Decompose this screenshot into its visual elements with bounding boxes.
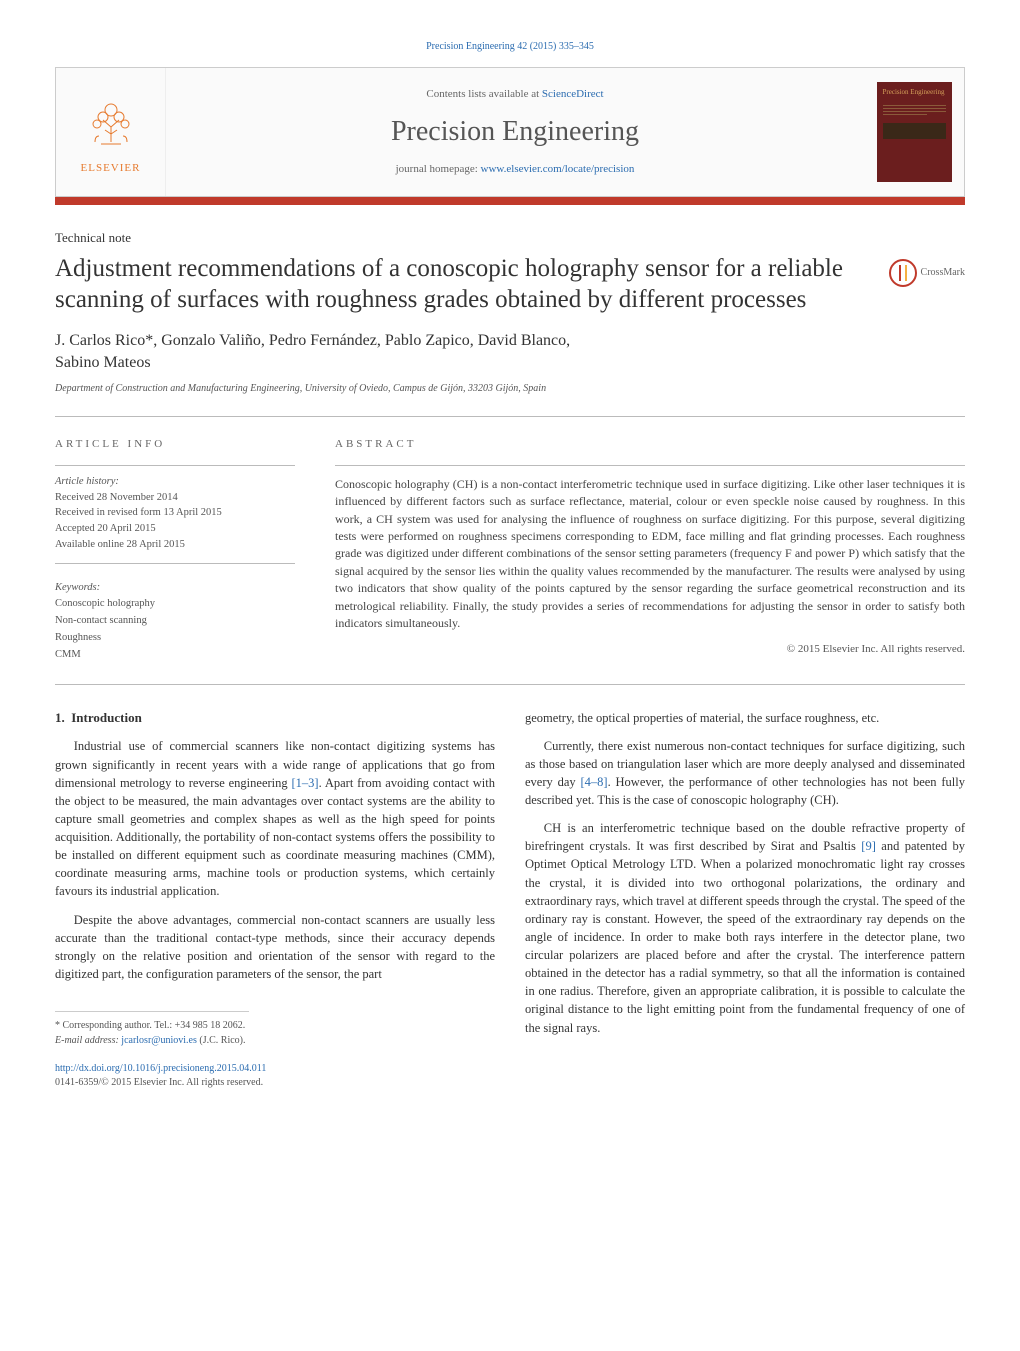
cover-title: Precision Engineering (883, 88, 946, 98)
accent-bar (55, 197, 965, 205)
homepage-link[interactable]: www.elsevier.com/locate/precision (481, 163, 635, 175)
body-p1: Industrial use of commercial scanners li… (55, 737, 495, 900)
ref-link-1-3[interactable]: [1–3] (291, 776, 318, 790)
keyword-3: CMM (55, 647, 295, 664)
crossmark-label: CrossMark (921, 266, 965, 280)
publisher-name: ELSEVIER (81, 161, 141, 176)
contents-line: Contents lists available at ScienceDirec… (426, 87, 603, 102)
crossmark-icon (889, 259, 917, 287)
email-link[interactable]: jcarlosr@uniovi.es (121, 1035, 197, 1046)
article-type: Technical note (55, 229, 965, 247)
body-p5: CH is an interferometric technique based… (525, 819, 965, 1037)
journal-masthead: ELSEVIER Contents lists available at Sci… (55, 67, 965, 197)
section-title: Introduction (71, 710, 142, 725)
article-info-column: article info Article history: Received 2… (55, 437, 295, 663)
article-history: Article history: Received 28 November 20… (55, 474, 295, 553)
article-title: Adjustment recommendations of a conoscop… (55, 253, 869, 316)
publisher-block: ELSEVIER (56, 68, 166, 196)
section-heading: 1. Introduction (55, 709, 495, 728)
divider-top (55, 416, 965, 417)
body-p4: Currently, there exist numerous non-cont… (525, 737, 965, 810)
abstract-divider (335, 465, 965, 466)
issn-line: 0141-6359/© 2015 Elsevier Inc. All right… (55, 1076, 965, 1090)
history-accepted: Accepted 20 April 2015 (55, 521, 295, 537)
history-online: Available online 28 April 2015 (55, 537, 295, 553)
header-citation: Precision Engineering 42 (2015) 335–345 (55, 40, 965, 54)
abstract-heading: abstract (335, 437, 965, 452)
email-label: E-mail address: (55, 1035, 121, 1046)
authors: J. Carlos Rico*, Gonzalo Valiño, Pedro F… (55, 330, 965, 375)
corresponding-author: * Corresponding author. Tel.: +34 985 18… (55, 1018, 249, 1033)
history-revised: Received in revised form 13 April 2015 (55, 505, 295, 521)
section-number: 1. (55, 710, 65, 725)
doi-link[interactable]: http://dx.doi.org/10.1016/j.precisioneng… (55, 1063, 266, 1074)
affiliation: Department of Construction and Manufactu… (55, 382, 965, 396)
elsevier-tree-icon (76, 87, 146, 157)
ref-link-9[interactable]: [9] (861, 839, 876, 853)
contents-prefix: Contents lists available at (426, 88, 541, 100)
crossmark-badge[interactable]: CrossMark (889, 259, 965, 287)
info-divider-2 (55, 563, 295, 564)
keyword-1: Non-contact scanning (55, 613, 295, 630)
journal-name: Precision Engineering (391, 112, 639, 151)
doi-line: http://dx.doi.org/10.1016/j.precisioneng… (55, 1062, 965, 1076)
abstract-copyright: © 2015 Elsevier Inc. All rights reserved… (335, 642, 965, 657)
sciencedirect-link[interactable]: ScienceDirect (542, 88, 604, 100)
journal-cover-thumb[interactable]: Precision Engineering (877, 82, 952, 182)
email-name: (J.C. Rico). (197, 1035, 246, 1046)
citation-link[interactable]: Precision Engineering 42 (2015) 335–345 (426, 41, 594, 52)
footnotes: * Corresponding author. Tel.: +34 985 18… (55, 1011, 249, 1048)
homepage-prefix: journal homepage: (396, 163, 481, 175)
body-p2: Despite the above advantages, commercial… (55, 911, 495, 984)
keyword-0: Conoscopic holography (55, 596, 295, 613)
ref-link-4-8[interactable]: [4–8] (580, 775, 607, 789)
authors-line-2: Sabino Mateos (55, 354, 151, 371)
p5-tail: and patented by Optimet Optical Metrolog… (525, 839, 965, 1034)
p1-tail: . Apart from avoiding contact with the o… (55, 776, 495, 899)
email-line: E-mail address: jcarlosr@uniovi.es (J.C.… (55, 1033, 249, 1048)
keyword-2: Roughness (55, 630, 295, 647)
info-heading: article info (55, 437, 295, 452)
body-p3: geometry, the optical properties of mate… (525, 709, 965, 727)
cover-block: Precision Engineering (864, 68, 964, 196)
divider-bottom (55, 684, 965, 685)
abstract-column: abstract Conoscopic holography (CH) is a… (335, 437, 965, 663)
body-text: 1. Introduction Industrial use of commer… (55, 709, 965, 1048)
authors-line-1: J. Carlos Rico*, Gonzalo Valiño, Pedro F… (55, 332, 570, 349)
masthead-center: Contents lists available at ScienceDirec… (166, 68, 864, 196)
keywords-label: Keywords: (55, 580, 295, 597)
homepage-line: journal homepage: www.elsevier.com/locat… (396, 162, 635, 177)
history-label: Article history: (55, 474, 295, 490)
info-divider (55, 465, 295, 466)
keywords-block: Keywords: Conoscopic holography Non-cont… (55, 580, 295, 664)
history-received: Received 28 November 2014 (55, 490, 295, 506)
abstract-text: Conoscopic holography (CH) is a non-cont… (335, 476, 965, 633)
